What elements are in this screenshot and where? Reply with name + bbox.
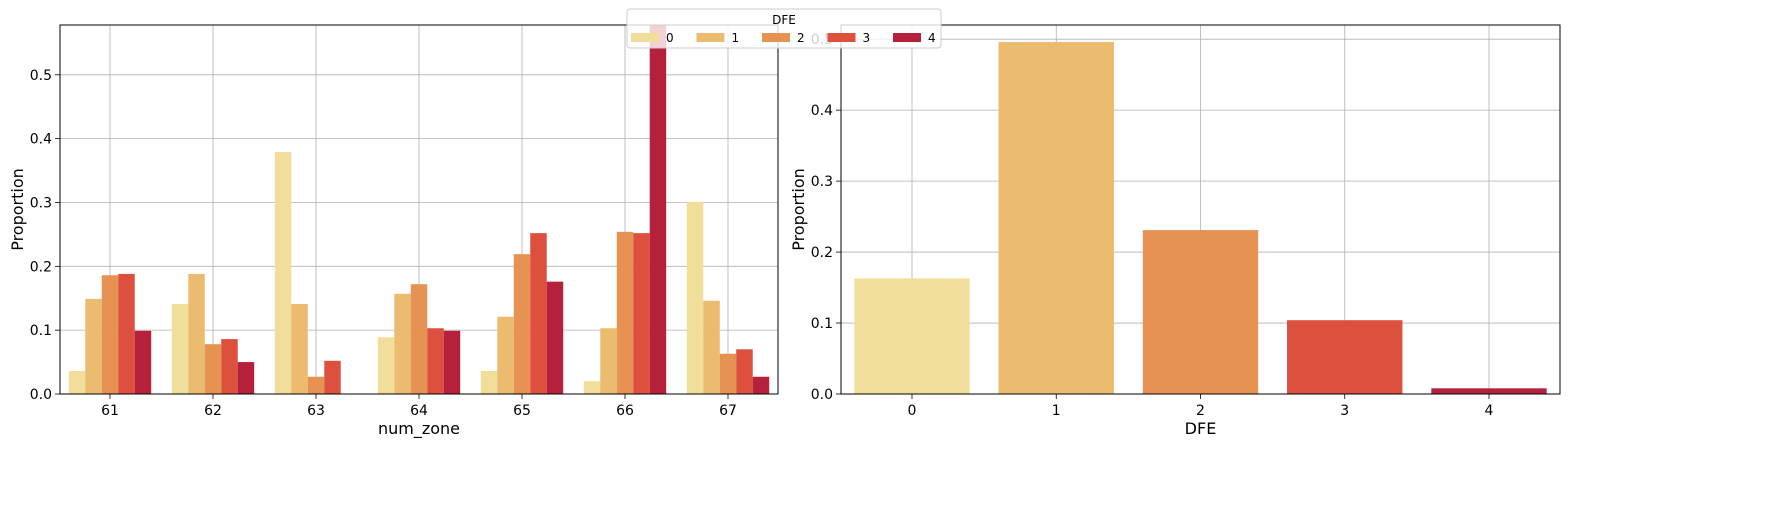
- bar-dfe-4: [1431, 388, 1547, 394]
- legend-item-1: 1: [696, 31, 740, 45]
- x-tick-label: 0: [908, 403, 917, 419]
- chart-panel-0: 0.0 0.1 0.2 0.3 0.4 0.5 61 62 63 64 65 66 67 num_zone…: [8, 24, 779, 439]
- bar-dfe-0-zone-62: [171, 303, 189, 394]
- x-tick-label: 67: [719, 403, 737, 419]
- y-axis-label: Proportion: [8, 168, 27, 251]
- bar-dfe-0-zone-65: [480, 371, 498, 394]
- legend: DFE 0 1 2 3 4: [626, 8, 942, 49]
- bar-dfe-3: [1287, 320, 1403, 394]
- y-tick-label: 0.3: [811, 174, 833, 190]
- x-tick-label: 63: [307, 403, 325, 419]
- x-tick-label: 3: [1340, 403, 1349, 419]
- x-tick-label: 1: [1052, 403, 1061, 419]
- x-axis-label: num_zone: [378, 419, 460, 439]
- bar-dfe-1-zone-65: [497, 316, 514, 394]
- x-tick-label: 65: [513, 403, 531, 419]
- bar-dfe-1-zone-66: [600, 328, 617, 394]
- legend-label: 0: [666, 31, 674, 45]
- bar-dfe-2-zone-61: [101, 275, 119, 394]
- bar-dfe-2-zone-65: [513, 254, 531, 394]
- bar-dfe-2-zone-64: [410, 284, 428, 394]
- bar-dfe-0: [854, 278, 970, 394]
- x-tick-label: 64: [410, 403, 428, 419]
- bar-dfe-0-zone-66: [583, 381, 601, 394]
- bar-dfe-3-zone-65: [530, 233, 547, 394]
- bar-dfe-2-zone-66: [616, 231, 634, 394]
- legend-item-0: 0: [631, 31, 674, 45]
- legend-item-2: 2: [762, 31, 805, 45]
- y-tick-label: 0.0: [811, 387, 833, 403]
- bar-dfe-1: [998, 42, 1114, 394]
- legend-title: DFE: [772, 13, 796, 27]
- bar-dfe-4-zone-64: [443, 330, 461, 394]
- legend-item-3: 3: [827, 31, 871, 45]
- bar-dfe-1-zone-63: [291, 303, 308, 394]
- bar-dfe-1-zone-62: [188, 273, 205, 394]
- bar-dfe-4-zone-66: [649, 25, 667, 394]
- bar-dfe-4-zone-62: [237, 362, 255, 394]
- legend-swatch: [893, 33, 921, 42]
- x-tick-label: 62: [204, 403, 222, 419]
- x-tick-label: 66: [616, 403, 634, 419]
- bar-dfe-0-zone-67: [686, 201, 704, 394]
- legend-label: 4: [928, 31, 936, 45]
- bar-dfe-1-zone-61: [85, 298, 102, 394]
- axes-frame: [840, 24, 1561, 395]
- y-tick-label: 0.2: [811, 245, 833, 261]
- legend-label: 1: [732, 31, 740, 45]
- y-axis-label: Proportion: [789, 168, 808, 251]
- bar-dfe-4-zone-67: [752, 376, 770, 394]
- bar-dfe-3-zone-66: [633, 233, 650, 394]
- x-tick-label: 2: [1196, 403, 1205, 419]
- x-tick-label: 4: [1485, 403, 1494, 419]
- axes-frame: [59, 24, 779, 395]
- x-axis-label: DFE: [1185, 419, 1217, 438]
- bar-dfe-1-zone-67: [703, 300, 720, 394]
- bar-dfe-4-zone-65: [546, 281, 564, 394]
- bar-dfe-2-zone-62: [204, 344, 222, 394]
- bar-dfe-3-zone-67: [736, 349, 753, 394]
- y-tick-label: 0.3: [30, 195, 52, 211]
- bar-dfe-0-zone-63: [274, 152, 292, 394]
- bar-dfe-0-zone-61: [68, 371, 86, 394]
- y-tick-label: 0.1: [30, 323, 52, 339]
- y-tick-label: 0.0: [30, 387, 52, 403]
- bar-dfe-1-zone-64: [394, 293, 411, 394]
- bar-dfe-3-zone-64: [427, 328, 444, 394]
- bar-dfe-2-zone-63: [307, 376, 325, 394]
- bar-dfe-0-zone-64: [377, 337, 395, 394]
- legend-swatch: [762, 33, 790, 42]
- legend-swatch: [827, 33, 856, 42]
- bar-dfe-2-zone-67: [719, 353, 737, 394]
- bar-dfe-3-zone-63: [324, 360, 341, 394]
- legend-label: 2: [797, 31, 805, 45]
- legend-swatch: [631, 33, 659, 42]
- y-tick-label: 0.4: [811, 103, 833, 119]
- y-tick-label: 0.2: [30, 259, 52, 275]
- legend-item-4: 4: [893, 31, 936, 45]
- y-tick-label: 0.1: [811, 316, 833, 332]
- legend-swatch: [696, 33, 725, 42]
- bar-dfe-3-zone-62: [221, 339, 238, 394]
- y-tick-label: 0.5: [30, 68, 52, 84]
- x-tick-label: 61: [101, 403, 119, 419]
- bar-dfe-2: [1142, 230, 1259, 394]
- chart-panel-1: 0.00.10.20.30.40.501234DFEProportion: [789, 24, 1561, 438]
- bar-dfe-3-zone-61: [118, 273, 135, 394]
- bar-dfe-4-zone-61: [134, 330, 152, 394]
- y-tick-label: 0.4: [30, 132, 52, 148]
- bars: [68, 25, 770, 394]
- legend-label: 3: [863, 31, 871, 45]
- bars: [854, 42, 1547, 394]
